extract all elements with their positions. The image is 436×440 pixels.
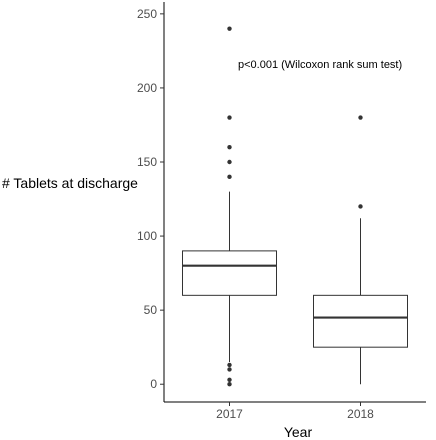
y-tick-label: 250 [137, 7, 157, 21]
y-tick-label: 150 [137, 155, 157, 169]
y-tick-label: 0 [150, 377, 157, 391]
y-tick-label: 100 [137, 229, 157, 243]
outlier-point [227, 26, 232, 31]
outlier-point [358, 115, 363, 120]
box-series [182, 26, 408, 387]
y-tick-label: 50 [144, 303, 158, 317]
significance-annotation: p<0.001 (Wilcoxon rank sum test) [238, 59, 402, 71]
outlier-point [227, 367, 232, 372]
outlier-point [227, 377, 232, 382]
interquartile-box [182, 250, 277, 296]
outlier-point [227, 159, 232, 165]
outlier-point [227, 144, 232, 150]
interquartile-box [313, 294, 408, 348]
box-2017 [182, 26, 277, 387]
y-tick-label: 200 [137, 81, 157, 95]
x-tick-label: 2018 [347, 407, 374, 421]
axes [163, 2, 426, 403]
outlier-point [227, 362, 232, 368]
y-axis-ticks: 0 50 100 150 200 250 [137, 7, 164, 391]
x-tick-label: 2017 [216, 407, 243, 421]
outlier-point [358, 204, 363, 209]
outlier-point [227, 115, 232, 120]
x-axis-ticks: 2017 2018 [216, 402, 374, 421]
box-2018 [313, 115, 408, 385]
x-axis-title: Year [284, 424, 313, 440]
outlier-point [227, 382, 232, 387]
y-axis-title: # Tablets at discharge [2, 175, 138, 191]
outlier-point [227, 174, 232, 180]
